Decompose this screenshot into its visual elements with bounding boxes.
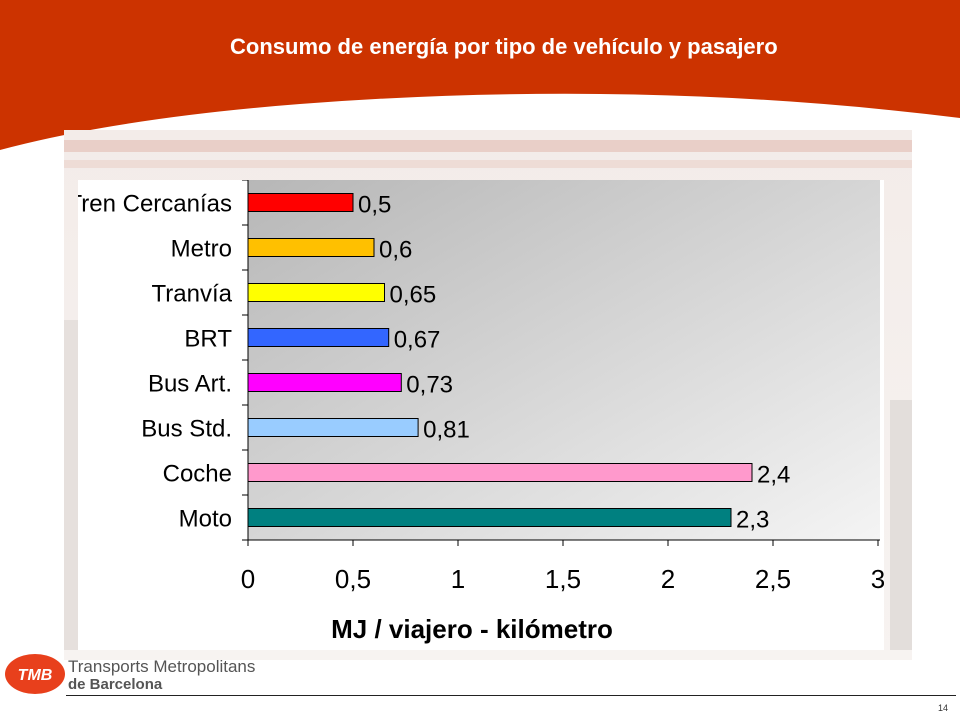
slide-title: Consumo de energía por tipo de vehículo … [230,34,778,59]
bar-chart: 0,5 0,6 0,65 0,67 0,73 0,81 2,4 2,3 Tren Cercan… [78,180,884,644]
category-label: Tranvía [152,281,233,308]
x-axis-title: MJ / viajero - kilómetro [331,614,613,644]
bar [247,193,354,212]
header-banner [0,0,960,150]
x-tick-label: 1 [451,564,465,594]
category-label: BRT [184,326,232,353]
bar [247,373,402,392]
category-label: Coche [163,461,232,488]
bar-value-label: 0,5 [358,192,391,219]
category-label: Bus Std. [141,416,232,443]
bar [247,508,732,527]
bar-value-label: 2,4 [757,462,790,489]
x-tick-label: 0 [241,564,255,594]
category-label: Tren Cercanías [78,191,232,218]
category-label: Bus Art. [148,371,232,398]
logo-text: TMB [18,667,53,684]
tmb-logo: TMB [5,654,65,694]
x-tick-label: 2 [661,564,675,594]
bar-value-label: 0,67 [394,327,441,354]
bar-value-label: 2,3 [736,507,769,534]
category-label: Metro [171,236,232,263]
x-tick-label: 2,5 [755,564,791,594]
category-label: Moto [179,506,232,533]
bar-value-label: 0,73 [406,372,453,399]
bar-value-label: 0,81 [423,417,470,444]
footer-divider [66,695,956,696]
x-tick-label: 3 [871,564,884,594]
bar [247,463,753,482]
x-tick-label: 0,5 [335,564,371,594]
bar [247,238,375,257]
page-number: 14 [938,703,949,713]
bar [247,328,390,347]
bar [247,283,385,302]
x-tick-label: 1,5 [545,564,581,594]
bar-value-label: 0,6 [379,237,412,264]
org-name-line2: de Barcelona [68,676,163,693]
chart-panel: 0,5 0,6 0,65 0,67 0,73 0,81 2,4 2,3 Tren Cercan… [78,180,884,650]
org-name-line1: Transports Metropolitans [68,657,256,676]
bar [247,418,419,437]
bar-value-label: 0,65 [390,282,437,309]
